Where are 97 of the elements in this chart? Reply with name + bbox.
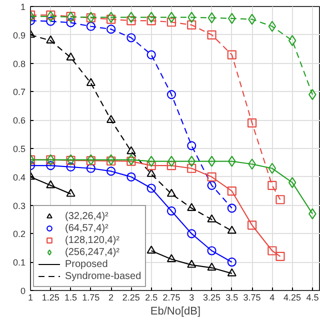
point [46,35,56,44]
point [187,229,196,238]
point [46,16,56,26]
point [146,160,156,170]
y-tick-label: 0.4 [12,172,26,182]
point [66,162,76,172]
point [208,156,216,167]
point [126,172,136,182]
point [268,162,276,174]
point [207,214,216,222]
point [146,246,156,254]
x-tick-label: 1 [28,292,34,302]
point [126,156,136,166]
point [227,186,236,196]
point [126,16,136,26]
point [126,146,136,154]
x-tick-label: 2.5 [145,292,158,302]
point [207,172,216,182]
x-tick-label: 4.5 [306,292,319,302]
y-tick-label: 0.7 [12,87,26,98]
x-tick-label: 3.5 [226,292,238,302]
point [207,262,216,271]
point [106,24,116,34]
point [127,154,136,166]
legend-label: Proposed [65,258,108,270]
x-tick-label: 1.75 [82,292,100,302]
point [288,35,296,46]
point [86,164,96,173]
point [268,20,276,32]
y-tick-label: 0.5 [12,144,26,154]
y-tick-label: 0.8 [12,58,26,69]
point [127,12,136,23]
point [106,14,116,24]
point [227,268,236,276]
x-tick-label: 3.75 [243,292,261,302]
x-axis-title: Eb/No[dB] [150,306,201,318]
point [288,177,296,188]
y-tick-label: 0.1 [12,258,26,268]
point [126,33,136,42]
point [207,30,216,40]
point [66,18,76,28]
point [146,16,156,26]
point [208,12,216,24]
point [66,52,76,60]
y-tick-label: 0.3 [12,200,26,211]
x-tick-label: 2 [108,292,114,302]
y-tick-label: 0 [20,286,26,296]
point [66,188,76,197]
x-tick-label: 2.25 [122,292,140,302]
x-tick-label: 4.25 [284,292,302,302]
point [146,184,156,193]
point [276,252,285,261]
legend-label: (128,120,4)² [65,234,120,246]
point [166,188,176,197]
point [227,226,236,234]
point [106,166,116,176]
point [247,118,257,128]
point [46,180,56,188]
point [187,260,196,268]
x-tick-label: 3 [189,292,194,302]
x-tick-label: 3.25 [202,292,221,302]
y-tick-label: 0.9 [12,30,26,40]
point [268,180,277,190]
point [46,161,56,170]
point [146,50,156,60]
legend-label: (256,247,4)² [65,246,120,258]
point [166,90,176,100]
y-tick-label: 0.2 [12,229,26,240]
point [86,22,96,31]
point [187,20,196,30]
point [166,254,176,262]
x-tick-label: 1.5 [64,292,78,302]
point [268,246,277,256]
point [147,156,156,167]
legend-label: (32,26,4)² [65,210,108,222]
x-tick-label: 1.25 [42,292,60,302]
point [86,78,96,86]
point [207,246,216,256]
point [247,220,257,230]
legend-label: (64,57,4)² [65,222,108,234]
x-tick-label: 4 [270,292,275,302]
y-tick-label: 0.6 [12,116,26,126]
point [106,114,116,123]
legend-label: Syndrome-based [65,270,142,282]
point [187,141,196,150]
point [276,195,285,204]
point [227,258,236,267]
x-tick-label: 2.75 [162,292,180,302]
point [187,164,196,173]
point [227,50,236,60]
point [147,12,156,23]
point [166,18,176,27]
point [187,202,196,211]
y-tick-label: 1 [20,2,26,12]
point [227,204,236,213]
point [207,180,216,190]
point [166,206,176,216]
